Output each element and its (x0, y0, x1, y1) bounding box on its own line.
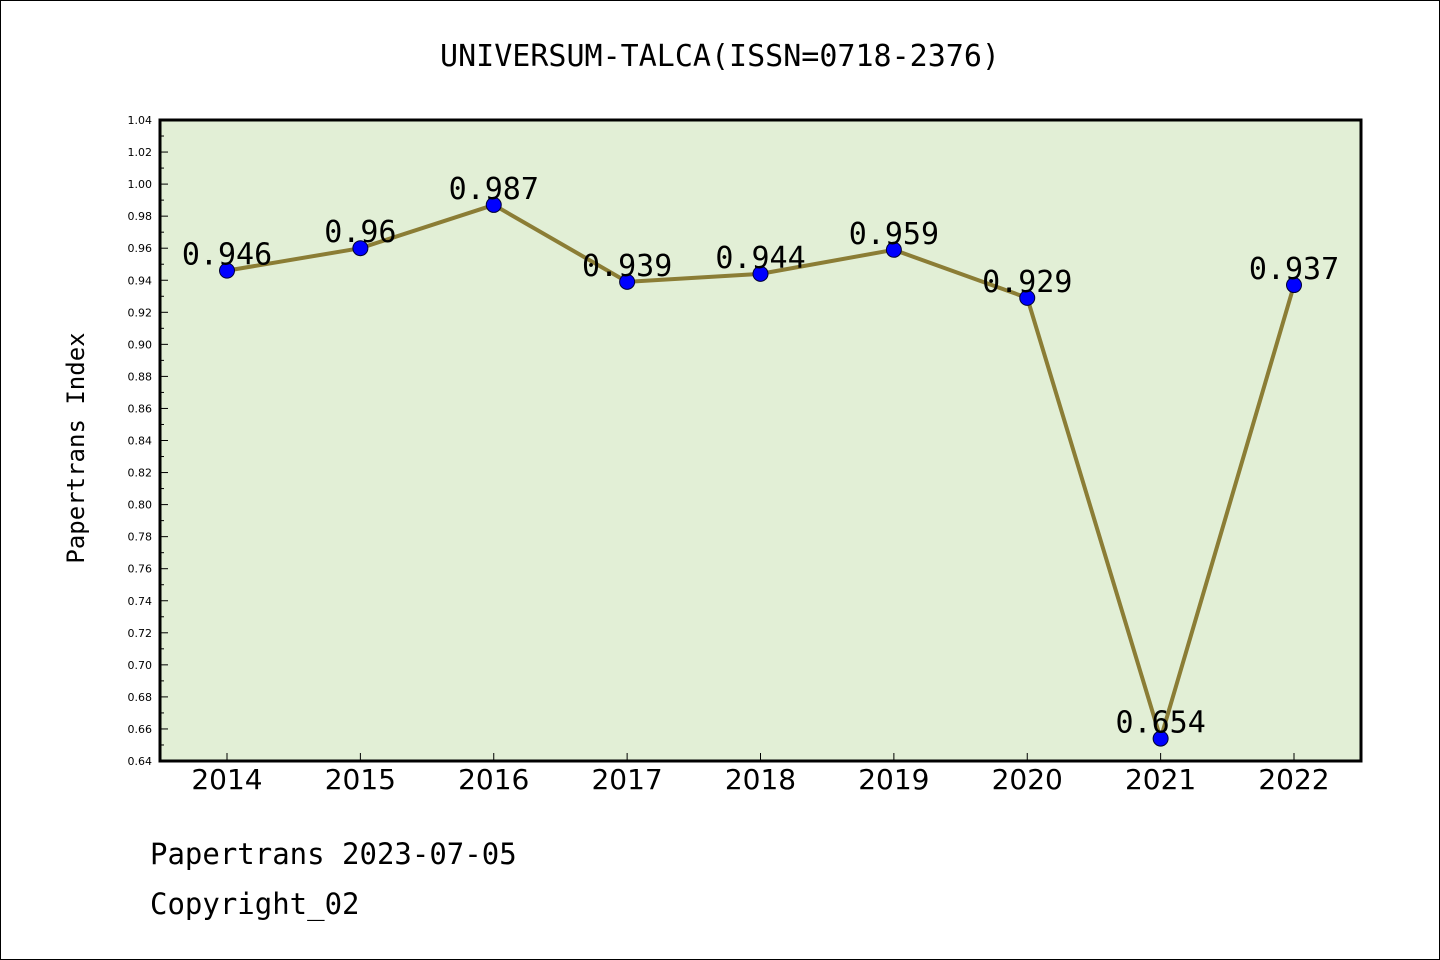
y-tick-label: 1.00 (128, 178, 153, 191)
y-tick-label: 0.84 (128, 435, 153, 448)
x-tick-label: 2014 (191, 763, 262, 796)
data-point (219, 262, 235, 279)
y-tick-label: 0.80 (128, 499, 153, 512)
data-point (1286, 277, 1302, 294)
data-point (1152, 730, 1169, 747)
y-tick-label: 0.98 (128, 210, 153, 223)
plot-area (160, 120, 1361, 761)
data-label: 0.929 (982, 265, 1072, 300)
y-tick-label: 0.82 (128, 467, 153, 480)
y-axis-label: Papertrans Index (62, 332, 90, 563)
x-tick-label: 2015 (325, 763, 396, 796)
data-label: 0.937 (1249, 252, 1339, 287)
y-tick-label: 0.86 (128, 402, 153, 415)
y-tick-label: 0.96 (128, 242, 153, 255)
data-label: 0.96 (324, 215, 396, 250)
y-tick-label: 0.78 (128, 531, 153, 544)
x-axis-ticks: 2014 2015 2016 2017 2018 2019 2020 2021 2022 (191, 753, 1330, 796)
y-tick-label: 0.70 (128, 659, 153, 672)
data-label: 0.987 (449, 172, 539, 207)
data-point (885, 241, 902, 258)
y-axis-ticks: 0.64 0.66 0.68 0.70 0.72 0.74 0.76 0.78 0.80 0.82… (128, 114, 168, 768)
data-label: 0.939 (582, 249, 672, 284)
y-tick-label: 0.64 (128, 755, 153, 768)
x-tick-label: 2020 (992, 763, 1063, 796)
x-tick-label: 2016 (458, 763, 529, 796)
x-tick-label: 2022 (1258, 763, 1329, 796)
y-tick-label: 1.04 (128, 114, 153, 127)
y-tick-label: 0.90 (128, 338, 153, 351)
y-tick-label: 0.92 (128, 306, 153, 319)
data-points (219, 196, 1302, 747)
y-tick-label: 0.88 (128, 370, 153, 383)
data-labels: 0.946 0.96 0.987 0.939 0.944 0.959 0.929 0.654 0… (182, 172, 1339, 741)
y-tick-label: 0.94 (128, 274, 153, 287)
footer-date: Papertrans 2023-07-05 (150, 837, 517, 871)
chart-title: UNIVERSUM-TALCA(ISSN=0718-2376) (440, 39, 1000, 74)
data-point (1019, 289, 1036, 306)
x-tick-label: 2021 (1125, 763, 1196, 796)
footer-copyright: Copyright_02 (150, 887, 360, 922)
x-tick-label: 2018 (725, 763, 796, 796)
data-point (485, 196, 502, 213)
data-label: 0.959 (849, 217, 939, 252)
y-tick-label: 0.68 (128, 691, 153, 704)
data-label: 0.946 (182, 238, 272, 273)
y-tick-label: 1.02 (128, 146, 153, 159)
data-label: 0.944 (715, 241, 805, 276)
y-tick-label: 0.66 (128, 723, 153, 736)
y-tick-label: 0.72 (128, 627, 153, 640)
y-tick-label: 0.76 (128, 563, 153, 576)
y-tick-label: 0.74 (128, 595, 153, 608)
x-tick-label: 2019 (858, 763, 929, 796)
data-point (352, 240, 369, 257)
x-tick-label: 2017 (591, 763, 662, 796)
plot-border (158, 118, 1363, 763)
data-label: 0.654 (1115, 706, 1205, 741)
data-point (752, 265, 769, 282)
data-point (619, 273, 636, 290)
